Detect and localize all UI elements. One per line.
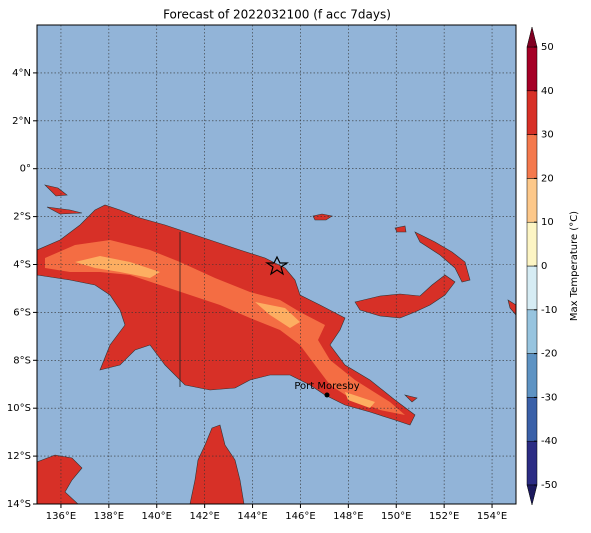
colorbar-tick-label: 20 xyxy=(541,173,554,184)
x-tick-label: 146°E xyxy=(285,511,315,522)
x-tick-label: 152°E xyxy=(429,511,459,522)
colorbar-tick-label: -50 xyxy=(541,480,557,491)
warm-band xyxy=(45,240,405,415)
map-title: Forecast of 2022032100 (f acc 7days) xyxy=(163,8,391,22)
colorbar-tick-label: 40 xyxy=(541,86,554,97)
x-tick-label: 154°E xyxy=(477,511,507,522)
colorbar-over xyxy=(526,26,538,48)
y-tick-label: 4°S xyxy=(13,260,31,271)
y-tick-label: 12°S xyxy=(7,451,31,462)
colorbar-segment xyxy=(526,134,538,179)
star-marker xyxy=(265,255,289,276)
x-tick-label: 148°E xyxy=(333,511,363,522)
x-tick-label: 136°E xyxy=(46,511,76,522)
colorbar-under xyxy=(526,484,538,506)
new-britain xyxy=(354,274,456,319)
colorbar-tick-label: -10 xyxy=(541,305,557,316)
colorbar-tick-label: 50 xyxy=(541,42,554,53)
colorbar-tick-label: 30 xyxy=(541,130,554,141)
colorbar-tick-label: -20 xyxy=(541,349,557,360)
x-tick-label: 142°E xyxy=(189,511,219,522)
colorbar-tick-label: 0 xyxy=(541,261,547,272)
land xyxy=(37,184,516,504)
colorbar-segment xyxy=(526,353,538,398)
city-label: Port Moresby xyxy=(294,381,359,392)
colorbar-segment xyxy=(526,221,538,267)
colorbar-segment xyxy=(526,178,538,223)
y-tick-label: 2°N xyxy=(12,116,31,127)
colorbar-segment xyxy=(526,440,538,486)
colorbar-segment xyxy=(526,46,538,92)
x-tick-label: 150°E xyxy=(381,511,411,522)
y-tick-label: 6°S xyxy=(13,307,31,318)
small-islands xyxy=(44,184,516,403)
colorbar-label: Max Temperature (°C) xyxy=(569,211,580,321)
colorbar-segment xyxy=(526,90,538,135)
y-tick-label: 10°S xyxy=(7,403,31,414)
colorbar-segment xyxy=(526,309,538,354)
new-ireland xyxy=(414,231,471,283)
grid xyxy=(37,25,516,505)
y-tick-label: 2°S xyxy=(13,212,31,223)
y-tick-label: 4°N xyxy=(12,68,31,79)
manus xyxy=(312,213,333,221)
x-tick-label: 144°E xyxy=(237,511,267,522)
colorbar-tick-label: -40 xyxy=(541,436,557,447)
y-tick-label: 8°S xyxy=(13,355,31,366)
x-tick-label: 138°E xyxy=(94,511,124,522)
y-tick-label: 14°S xyxy=(7,499,31,510)
x-tick-label: 140°E xyxy=(142,511,172,522)
cape-york xyxy=(189,424,245,504)
city-marker xyxy=(324,392,330,398)
colorbar-segment xyxy=(526,265,538,311)
colorbar-tick-label: 10 xyxy=(541,217,554,228)
y-tick-label: 0° xyxy=(20,164,31,175)
colorbar-tick-label: -30 xyxy=(541,392,557,403)
colorbar-segment xyxy=(526,397,538,442)
